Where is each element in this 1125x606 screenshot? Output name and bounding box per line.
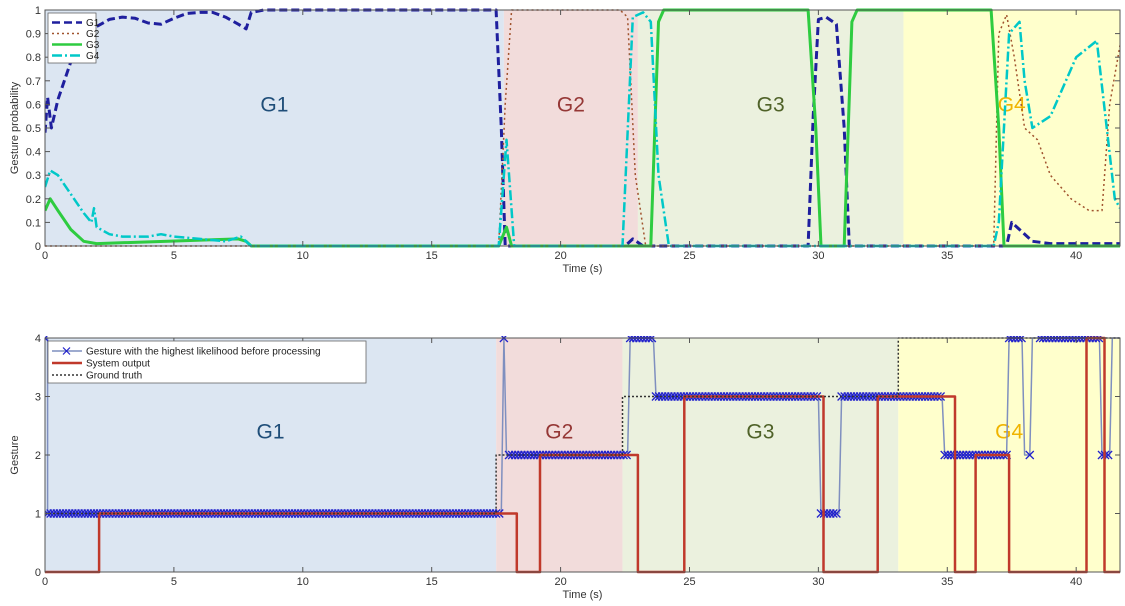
legend: Gesture with the highest likelihood befo…	[47, 340, 367, 384]
y-tick-label: 3	[35, 392, 41, 404]
x-tick-label: 20	[554, 576, 566, 588]
region-label-g4: G4	[995, 421, 1023, 444]
legend-label-4: G4	[86, 51, 100, 62]
y-tick-label: 0.6	[26, 99, 41, 111]
x-tick-label: 25	[683, 576, 695, 588]
x-axis-title: Time (s)	[563, 589, 603, 601]
marker-x	[828, 509, 838, 518]
region-label-g1: G1	[257, 421, 285, 444]
region-g3	[622, 338, 899, 572]
x-tick-label: 30	[812, 576, 824, 588]
y-tick-label: 2	[35, 450, 41, 462]
series-line-4	[45, 11, 1120, 248]
x-tick-label: 35	[941, 576, 953, 588]
region-label-g3: G3	[746, 421, 774, 444]
y-tick-label: 1	[35, 5, 41, 17]
region-label-g3: G3	[757, 93, 785, 116]
legend-marker	[62, 347, 71, 355]
x-axis-title: Time (s)	[563, 263, 603, 275]
y-tick-label: 0.9	[26, 29, 41, 41]
y-tick-label: 0.1	[26, 217, 41, 229]
y-tick-label: 0.5	[26, 123, 41, 135]
marker-x	[831, 509, 841, 518]
region-label-g1: G1	[260, 93, 288, 116]
y-tick-label: 0.8	[26, 52, 41, 64]
legend-label-2: G2	[86, 29, 100, 40]
legend-label-2: System output	[86, 359, 150, 370]
legend-label-1: Gesture with the highest likelihood befo…	[86, 347, 321, 358]
y-tick-label: 0.4	[26, 147, 41, 159]
y-axis-title: Gesture	[9, 435, 21, 474]
y-axis-title: Gesture probability	[9, 81, 21, 174]
region-label-g2: G2	[545, 421, 573, 444]
chart-panel-1: G1 G2 G3 G40 5 10 15 20 25 30 35 4000.10.20.30.40.5…	[9, 5, 1121, 275]
x-tick-label: 0	[42, 576, 48, 588]
y-tick-label: 4	[35, 333, 41, 345]
x-tick-label: 30	[812, 250, 824, 262]
chart-panel-2: G1 G2 G3 G4 0 5 10 15 20 25 30 35 40 0 1 2 3 4 Time (s) Ges…	[9, 333, 1121, 601]
x-tick-label: 10	[297, 250, 309, 262]
legend-label-3: G3	[86, 40, 100, 51]
legend-label-1: G1	[86, 18, 100, 29]
x-tick-label: 5	[171, 576, 177, 588]
y-tick-label: 1	[35, 509, 41, 521]
y-tick-label: 0	[35, 567, 41, 579]
region-g3	[637, 10, 904, 246]
legend-label-3: Ground truth	[86, 371, 142, 382]
series-line-3	[45, 337, 1120, 515]
x-tick-label: 25	[683, 250, 695, 262]
y-tick-label: 0	[35, 241, 41, 253]
x-tick-label: 40	[1070, 250, 1082, 262]
region-label-g2: G2	[557, 93, 585, 116]
x-tick-label: 40	[1070, 576, 1082, 588]
y-tick-label: 0.3	[26, 170, 41, 182]
x-tick-label: 15	[426, 250, 438, 262]
x-tick-label: 10	[297, 576, 309, 588]
y-tick-label: 0.7	[26, 76, 41, 88]
x-tick-label: 0	[42, 250, 48, 262]
x-tick-label: 35	[941, 250, 953, 262]
region-g2	[503, 10, 638, 246]
x-tick-label: 20	[554, 250, 566, 262]
marker-x	[1025, 450, 1035, 460]
x-tick-label: 5	[171, 250, 177, 262]
legend-box	[47, 340, 367, 384]
y-tick-label: 0.2	[26, 194, 41, 206]
x-tick-label: 15	[426, 576, 438, 588]
series-group	[45, 336, 1120, 574]
region-g1	[45, 10, 504, 246]
